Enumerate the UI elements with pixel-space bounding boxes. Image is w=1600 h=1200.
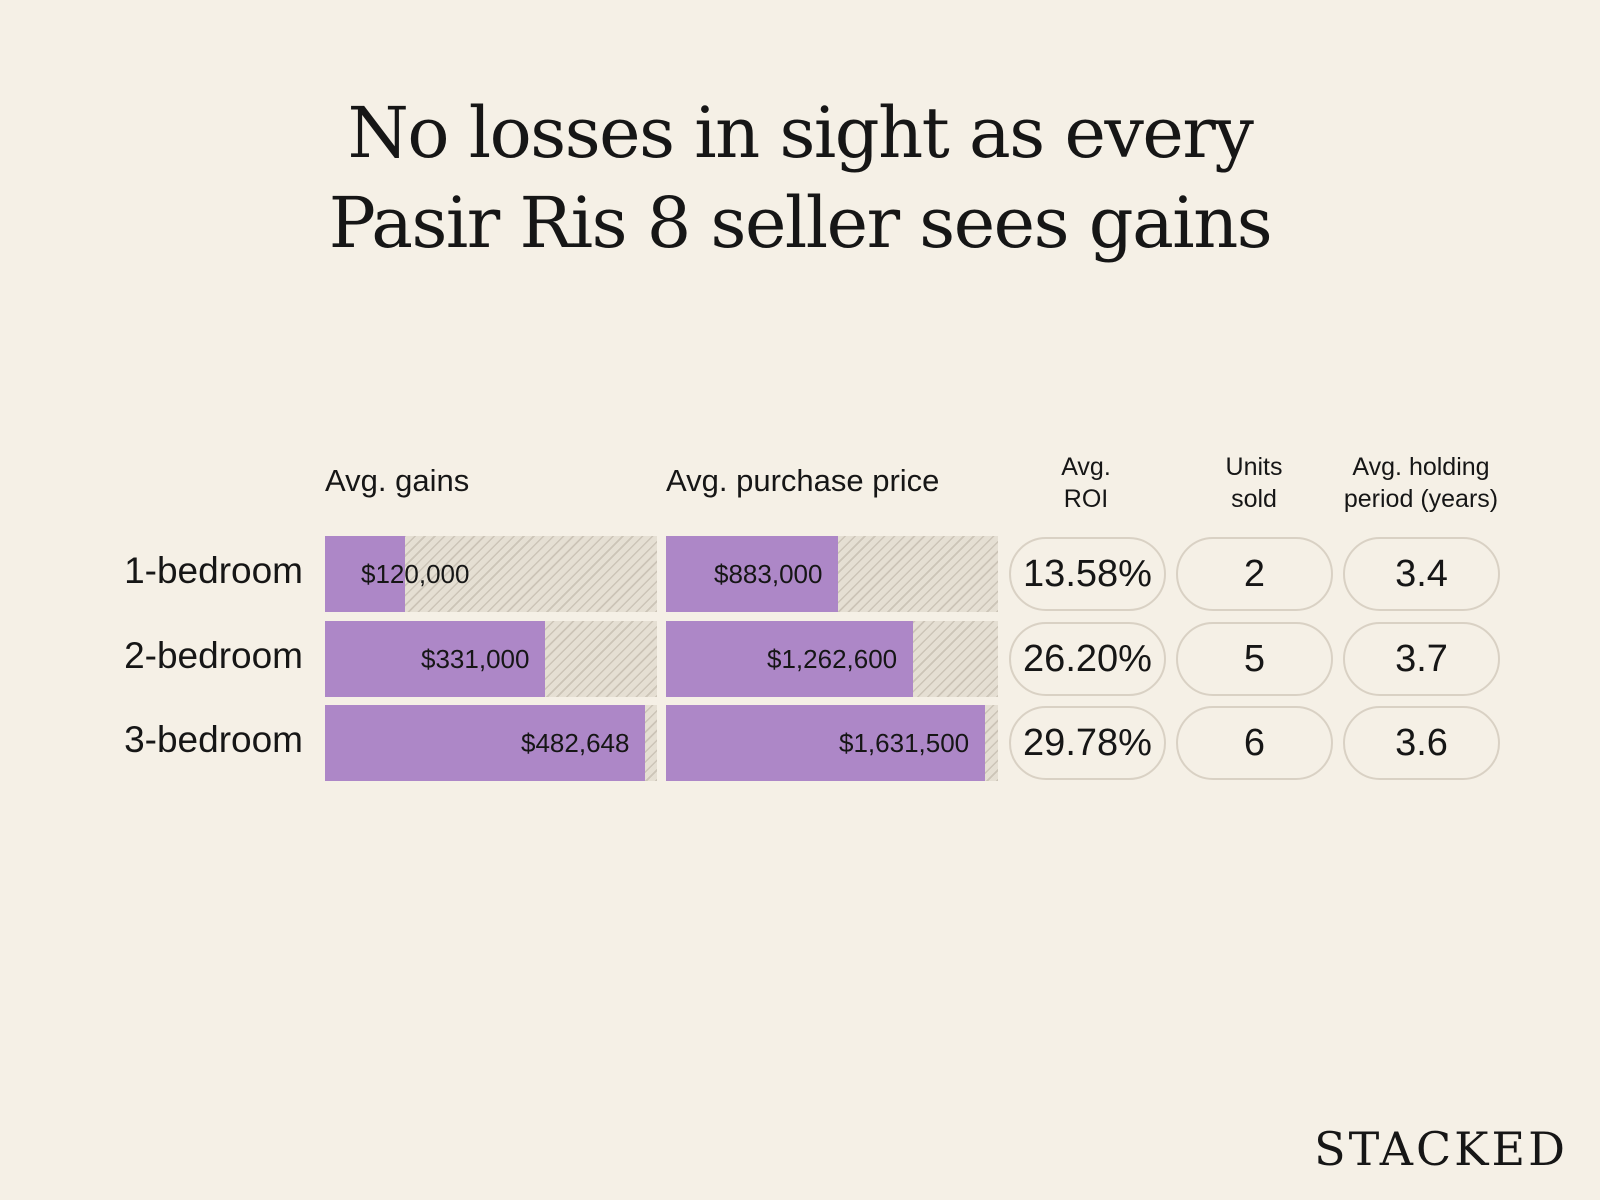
header-avg-purchase-price: Avg. purchase price: [666, 463, 940, 498]
holding-pill-2: 3.7: [1343, 622, 1500, 696]
purchase-bar-track-2: $1,262,600: [666, 621, 998, 697]
purchase-value-label-1: $883,000: [714, 559, 823, 589]
title-line-2: Pasir Ris 8 seller sees gains: [328, 182, 1273, 264]
chart-title: No losses in sight as every Pasir Ris 8 …: [0, 88, 1600, 268]
gains-value-label-2: $331,000: [421, 644, 530, 674]
purchase-bar-track-3: $1,631,500: [666, 705, 998, 781]
row-label-2: 2-bedroom: [124, 635, 303, 676]
roi-pill-3: 29.78%: [1009, 706, 1166, 780]
purchase-bar-2: [666, 621, 913, 697]
purchase-bar-track-1: $883,000: [666, 536, 998, 612]
header-avg-roi: Avg. ROI: [1061, 453, 1111, 513]
gains-bar-2: [325, 621, 545, 697]
purchase-bar-1: [666, 536, 838, 612]
roi-pill-1: 13.58%: [1009, 537, 1166, 611]
gains-bar-track-3: $482,648: [325, 705, 657, 781]
purchase-value-label-2: $1,262,600: [767, 644, 898, 674]
row-label-3: 3-bedroom: [124, 719, 303, 760]
purchase-value-label-3: $1,631,500: [839, 728, 970, 758]
title-line-1: No losses in sight as every: [347, 92, 1254, 174]
gains-bar-track-2: $331,000: [325, 621, 657, 697]
units-pill-2: 5: [1176, 622, 1333, 696]
row-label-1: 1-bedroom: [124, 550, 303, 591]
purchase-bar-3: [666, 705, 985, 781]
brand-logo: STACKED: [1314, 1122, 1568, 1176]
holding-pill-1: 3.4: [1343, 537, 1500, 611]
header-avg-gains: Avg. gains: [325, 463, 470, 498]
roi-pill-2: 26.20%: [1009, 622, 1166, 696]
gains-bar-1: [325, 536, 405, 612]
gains-value-label-3: $482,648: [521, 728, 630, 758]
gains-bar-3: [325, 705, 645, 781]
units-pill-1: 2: [1176, 537, 1333, 611]
gains-bar-track-1: $120,000: [325, 536, 657, 612]
header-avg-holding-period: Avg. holding period (years): [1343, 453, 1499, 513]
gains-value-label-1: $120,000: [361, 559, 470, 589]
header-units-sold: Units sold: [1225, 453, 1283, 513]
holding-pill-3: 3.6: [1343, 706, 1500, 780]
units-pill-3: 6: [1176, 706, 1333, 780]
